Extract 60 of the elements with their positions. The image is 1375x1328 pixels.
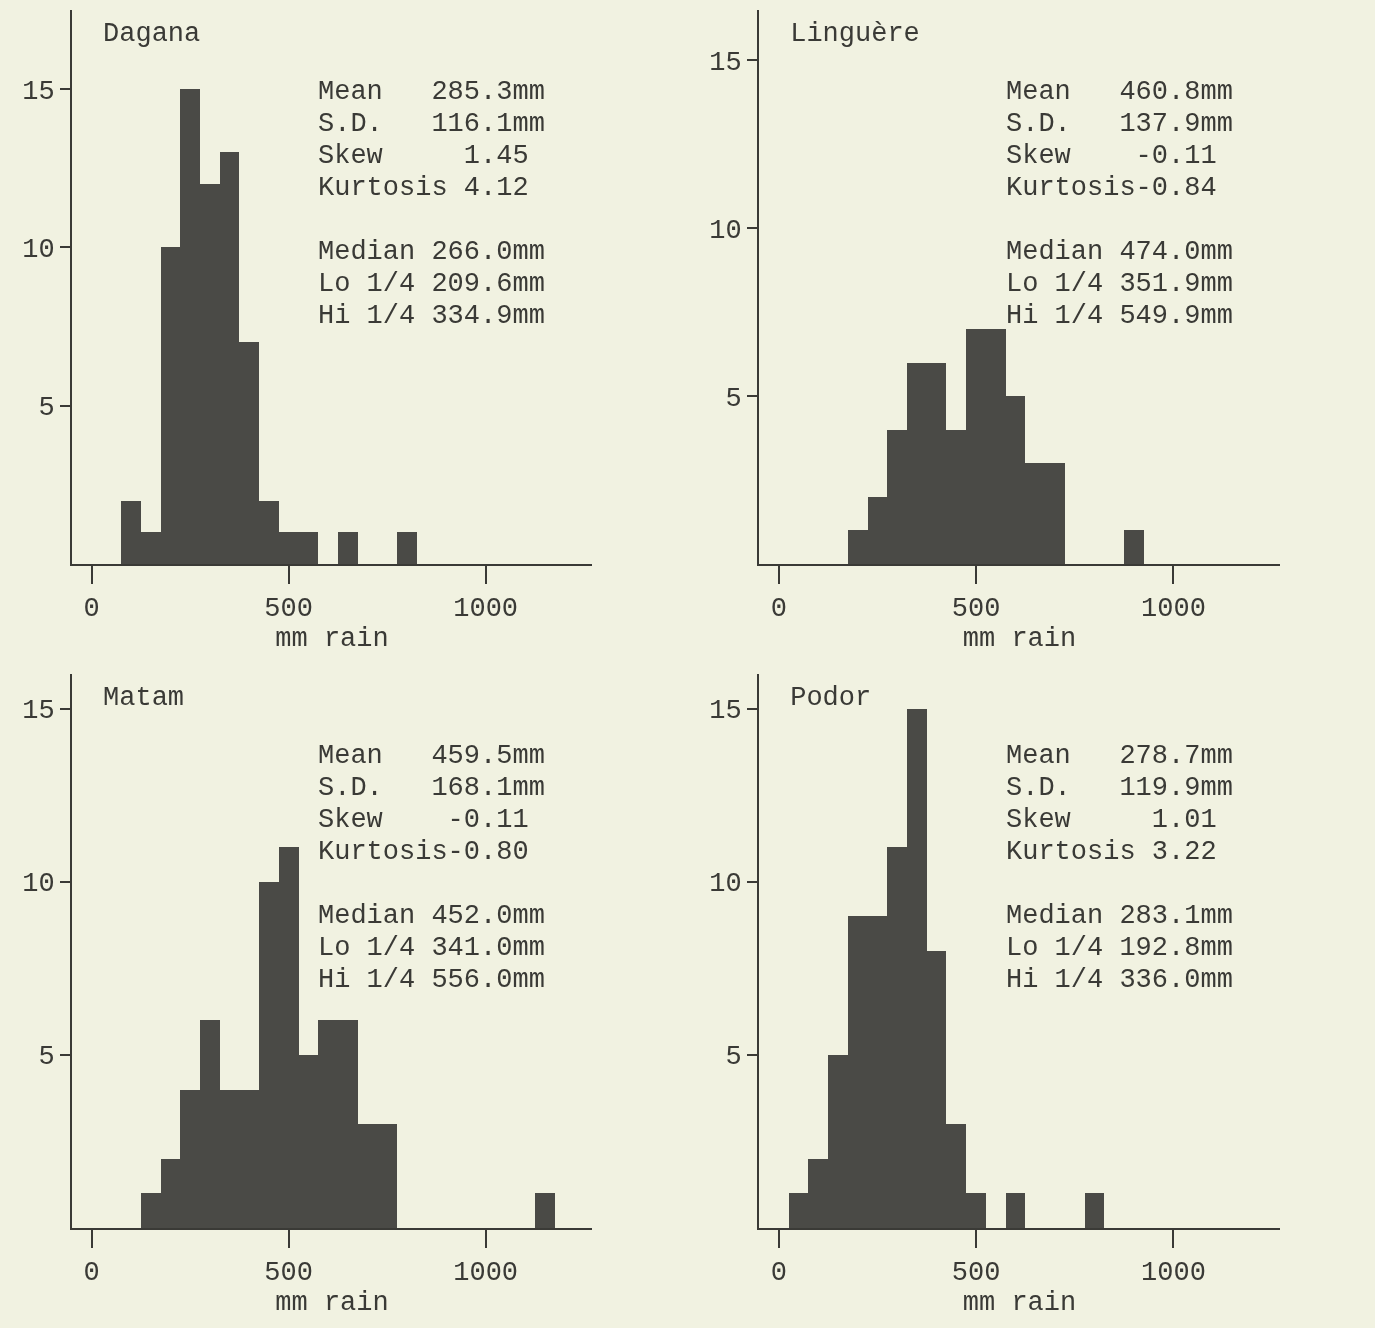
annotation: Median 266.0mm	[318, 237, 545, 267]
annotation: Median 474.0mm	[1006, 237, 1233, 267]
y-tick-label: 5	[725, 383, 742, 414]
x-axis-title: mm rain	[275, 1288, 389, 1319]
x-tick-label: 0	[770, 1258, 787, 1289]
y-tick-label: 10	[709, 869, 742, 900]
annotation: Mean 285.3mm	[318, 77, 545, 107]
x-tick-label: 1000	[1141, 594, 1206, 625]
y-tick-label: 5	[38, 393, 55, 424]
chart-title: Dagana	[103, 19, 201, 50]
x-tick-label: 1000	[453, 1258, 519, 1289]
annotation: S.D. 137.9mm	[1006, 109, 1233, 139]
x-axis-title: mm rain	[275, 624, 389, 655]
chart-title: Linguère	[790, 19, 920, 50]
annotation: Hi 1/4 549.9mm	[1006, 301, 1233, 331]
annotation: Kurtosis-0.84	[1006, 173, 1217, 203]
annotation: Skew 1.45	[318, 141, 529, 171]
x-tick-label: 1000	[453, 594, 519, 625]
x-axis-title: mm rain	[962, 1288, 1077, 1319]
y-tick-label: 15	[22, 76, 55, 107]
annotation: Skew 1.01	[1006, 805, 1217, 835]
x-tick-label: 1000	[1141, 1258, 1206, 1289]
annotation: Hi 1/4 336.0mm	[1006, 965, 1233, 995]
annotation: Lo 1/4 341.0mm	[318, 933, 545, 963]
y-tick-label: 15	[709, 47, 742, 78]
y-tick-label: 10	[22, 234, 55, 265]
y-tick-label: 5	[38, 1042, 55, 1073]
y-tick-label: 10	[22, 869, 55, 900]
annotation: Kurtosis 3.22	[1006, 837, 1217, 867]
x-tick-label: 500	[951, 594, 1001, 625]
annotation: Median 452.0mm	[318, 901, 545, 931]
annotation: Mean 459.5mm	[318, 741, 545, 771]
annotation: Lo 1/4 192.8mm	[1006, 933, 1233, 963]
annotation: Lo 1/4 209.6mm	[318, 269, 545, 299]
annotation: Skew -0.11	[318, 805, 529, 835]
x-tick-label: 0	[83, 1258, 100, 1289]
y-tick-label: 15	[709, 696, 742, 727]
annotation: Hi 1/4 556.0mm	[318, 965, 545, 995]
annotation: Hi 1/4 334.9mm	[318, 301, 545, 331]
y-tick-label: 5	[725, 1042, 742, 1073]
x-tick-label: 500	[264, 594, 313, 625]
x-tick-label: 0	[83, 594, 100, 625]
annotation: Mean 278.7mm	[1006, 741, 1233, 771]
x-tick-label: 500	[264, 1258, 313, 1289]
annotation: Kurtosis-0.80	[318, 837, 529, 867]
annotation: Kurtosis 4.12	[318, 173, 529, 203]
y-tick-label: 15	[22, 696, 55, 727]
annotation: S.D. 168.1mm	[318, 773, 545, 803]
annotation: Median 283.1mm	[1006, 901, 1233, 931]
annotation: S.D. 119.9mm	[1006, 773, 1233, 803]
annotation: Mean 460.8mm	[1006, 77, 1233, 107]
annotation: Lo 1/4 351.9mm	[1006, 269, 1233, 299]
annotation: Skew -0.11	[1006, 141, 1217, 171]
y-tick-label: 10	[709, 215, 742, 246]
annotation: S.D. 116.1mm	[318, 109, 545, 139]
chart-title: Matam	[103, 683, 185, 714]
x-tick-label: 0	[770, 594, 787, 625]
x-axis-title: mm rain	[962, 624, 1077, 655]
chart-title: Podor	[790, 683, 872, 714]
x-tick-label: 500	[951, 1258, 1001, 1289]
